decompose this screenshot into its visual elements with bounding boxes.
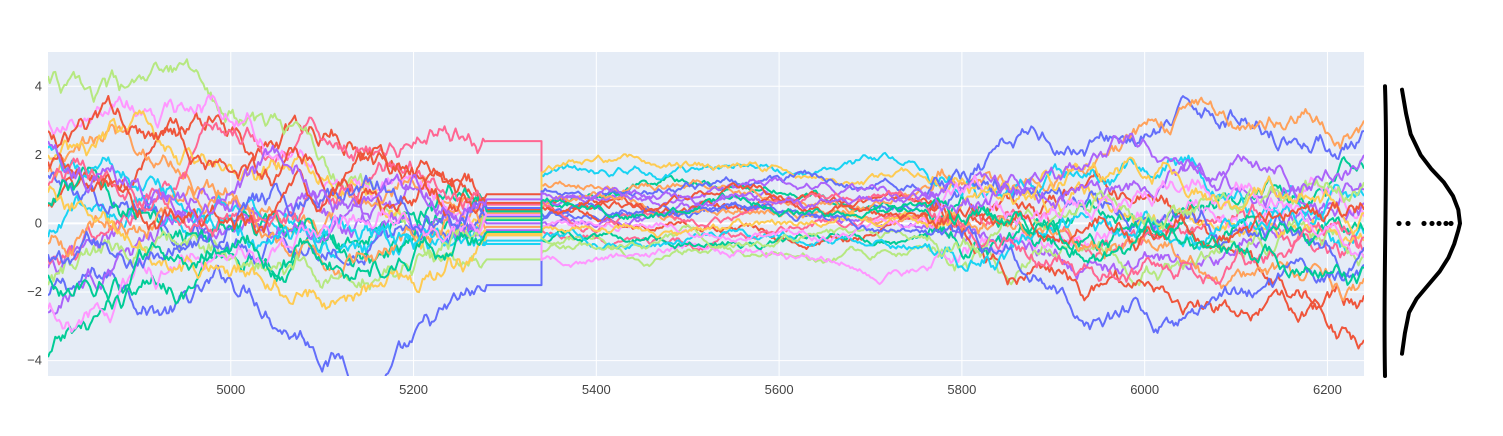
series-line (48, 192, 1364, 310)
violin-median-dot (1421, 220, 1427, 227)
violin-median-dot (1436, 220, 1442, 227)
y-tick-label: 0 (35, 215, 42, 230)
series-layer (48, 58, 1364, 376)
x-tick-label: 6200 (1313, 382, 1342, 397)
y-tick-label: −4 (27, 353, 42, 368)
series-line (48, 174, 1364, 333)
x-tick-label: 5800 (947, 382, 976, 397)
y-tick-label: −2 (27, 284, 42, 299)
series-line (48, 116, 1364, 266)
series-line (48, 96, 1364, 236)
series-line (48, 179, 1364, 291)
y-tick-label: 4 (35, 78, 42, 93)
violin-left-edge (1382, 84, 1388, 378)
violin-outline (1400, 87, 1462, 356)
y-tick-label: 2 (35, 147, 42, 162)
violin-median-dot (1396, 220, 1402, 227)
violin-median-dot (1443, 220, 1449, 227)
x-tick-label: 5600 (765, 382, 794, 397)
violin-median-dot (1405, 220, 1411, 227)
violin-layer (1382, 84, 1462, 378)
series-line (48, 132, 1364, 222)
x-tick-label: 5200 (399, 382, 428, 397)
x-tick-label: 5000 (216, 382, 245, 397)
series-line (48, 144, 1364, 252)
series-line (48, 156, 1364, 310)
violin-median-dot (1448, 220, 1454, 227)
x-tick-label: 6000 (1130, 382, 1159, 397)
series-line (48, 144, 1364, 272)
series-line (48, 58, 1364, 287)
series-line (48, 95, 1364, 323)
series-line (48, 95, 1364, 376)
series-line (48, 157, 1364, 285)
axis-layer: 5000 5200 5400 5600 5800 6000 6200 −4 −2 0 2 4 (27, 78, 1342, 397)
series-line (48, 174, 1364, 334)
violin-median-dot (1429, 220, 1435, 227)
x-tick-label: 5400 (582, 382, 611, 397)
